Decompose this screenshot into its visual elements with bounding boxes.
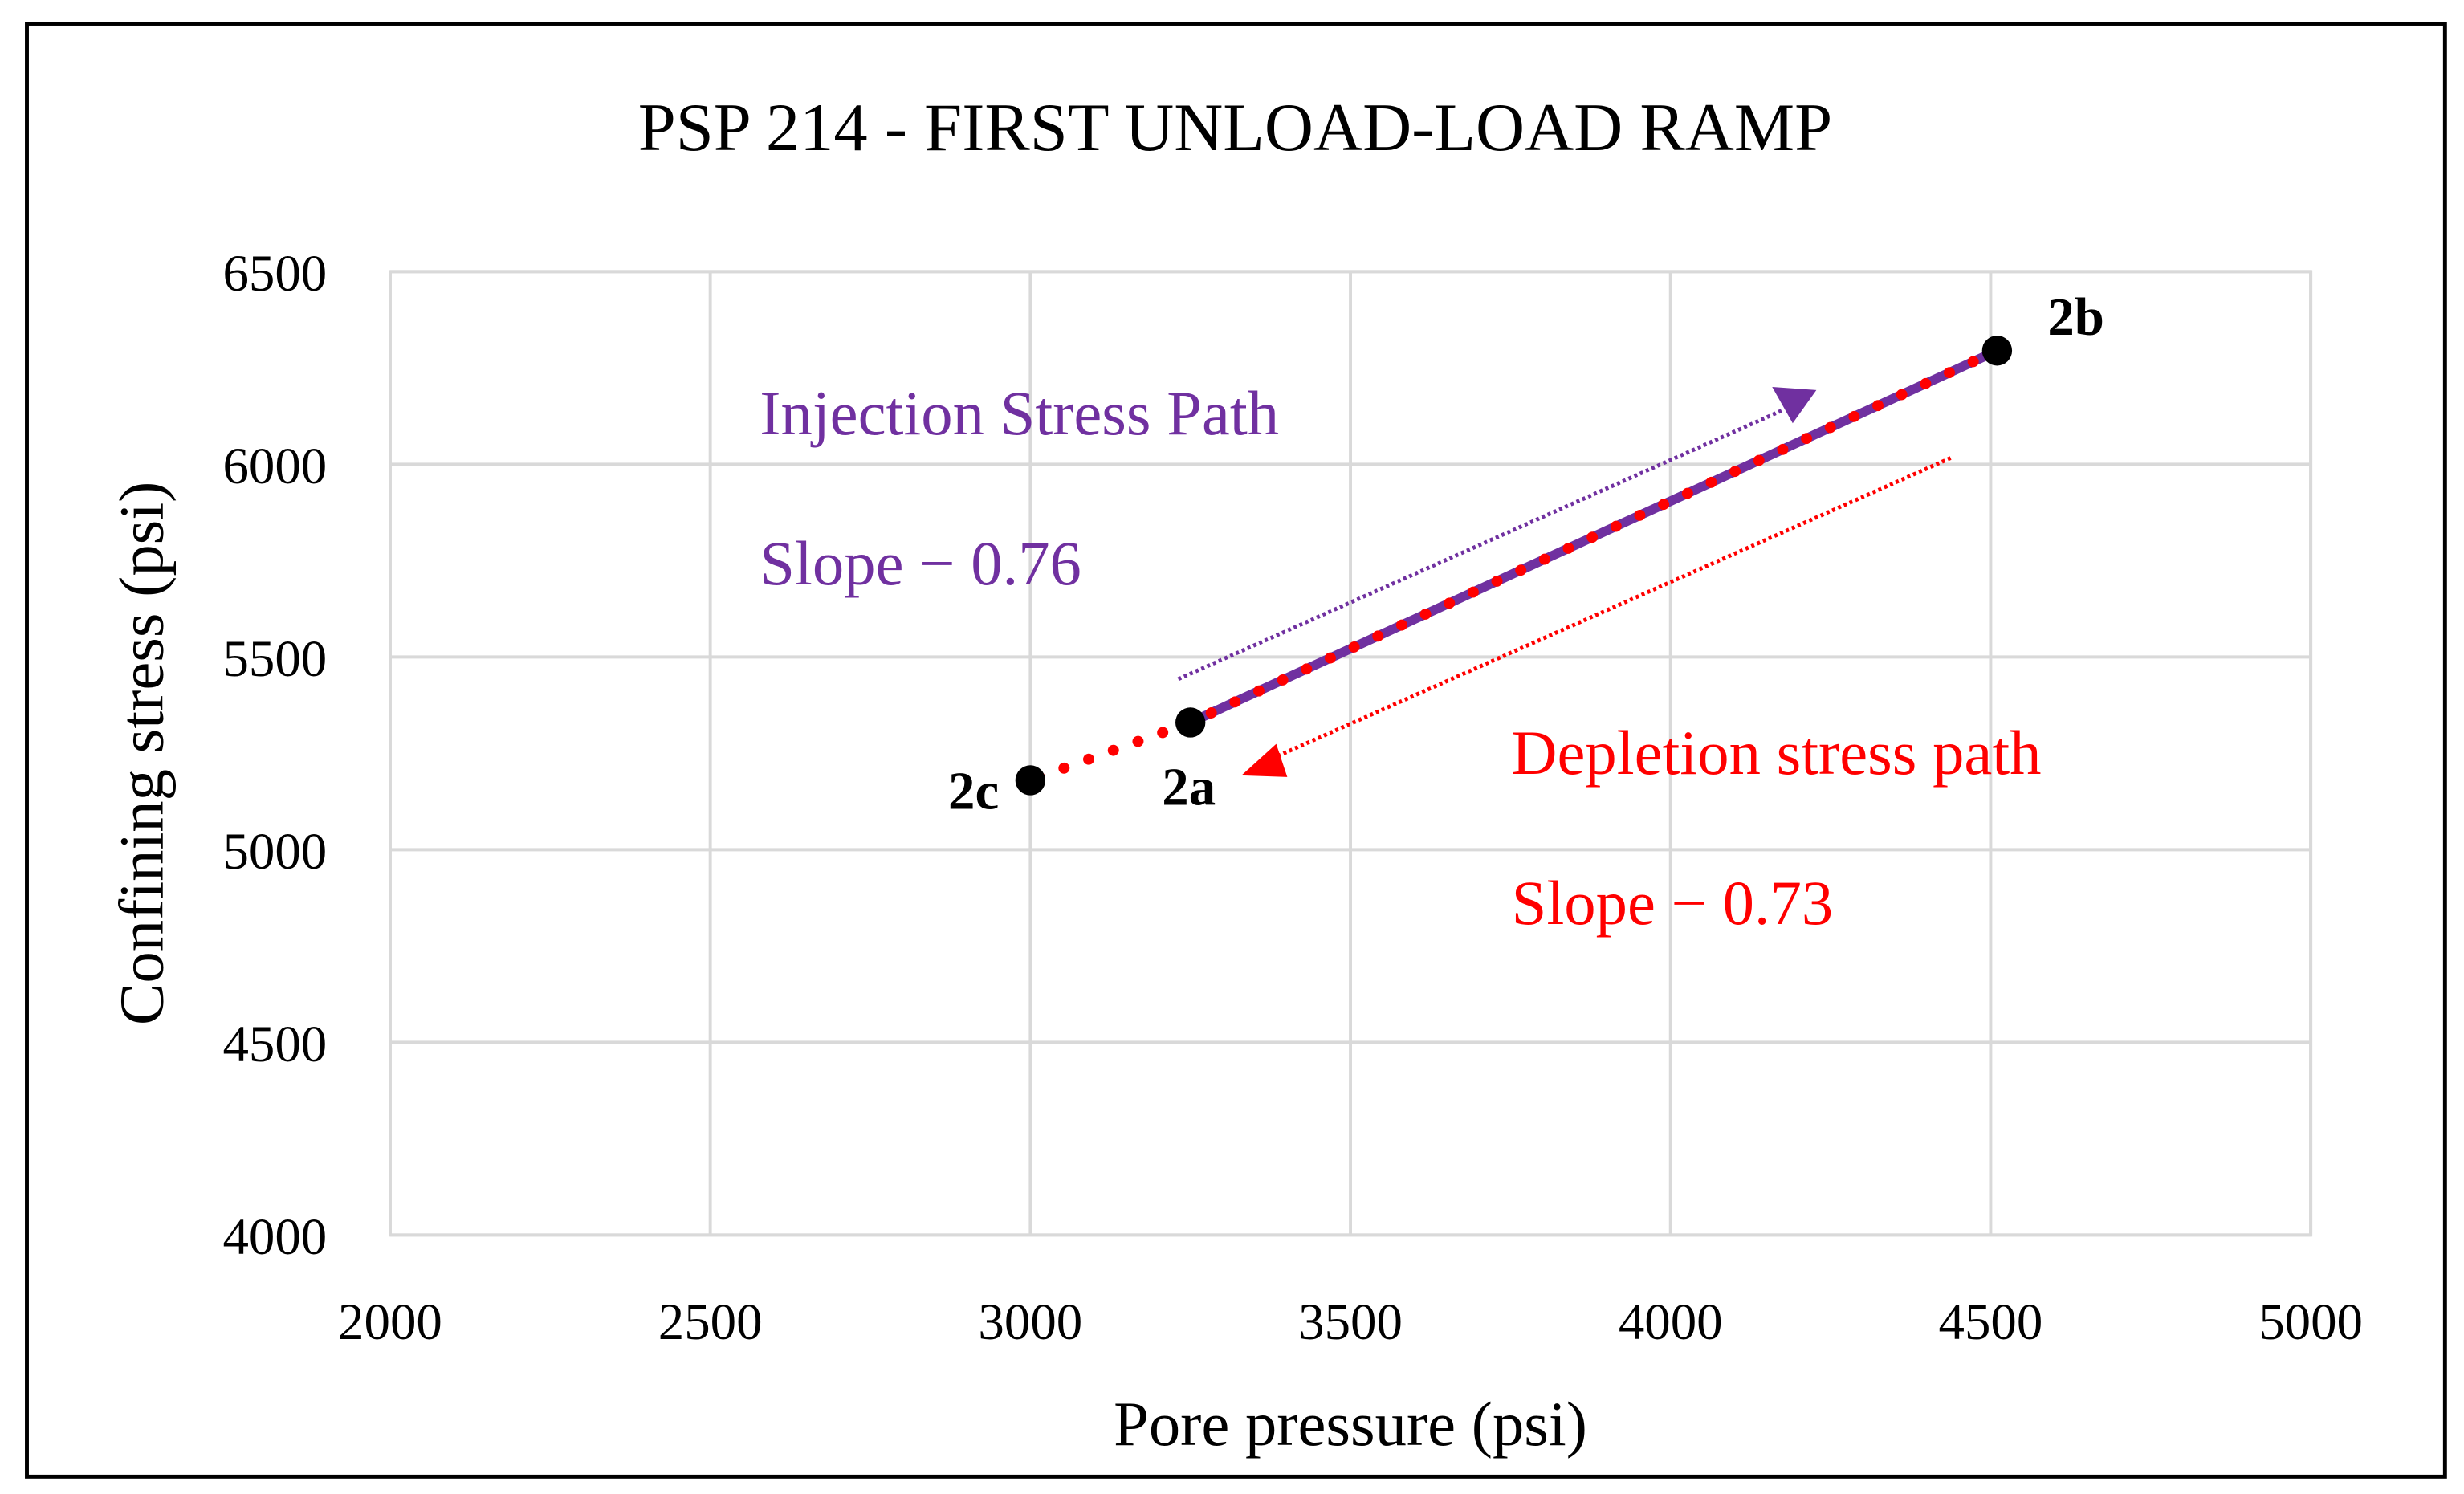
injection-arrowhead-icon: [1772, 386, 1817, 424]
x-tick-labels: 2000 2500 3000 3500 4000 4500 5000: [338, 1293, 2363, 1351]
injection-annotation-slope: Slope − 0.76: [760, 529, 1081, 599]
point-marker-2c: [1015, 765, 1046, 796]
injection-annotation-title: Injection Stress Path: [760, 379, 1279, 449]
x-tick-label: 3500: [1298, 1293, 1403, 1351]
gridlines: [388, 270, 2313, 1237]
depletion-arrowhead-icon: [1241, 743, 1288, 777]
point-label-2b: 2b: [2047, 287, 2104, 347]
x-tick-label: 4500: [1939, 1293, 2043, 1351]
point-markers: 2a 2b 2c: [948, 287, 2104, 820]
y-tick-label: 6500: [222, 245, 327, 303]
x-tick-label: 3000: [978, 1293, 1082, 1351]
point-label-2c: 2c: [948, 761, 999, 820]
y-tick-label: 5000: [222, 823, 327, 881]
x-tick-label: 4000: [1619, 1293, 1723, 1351]
chart-title: PSP 214 - FIRST UNLOAD-LOAD RAMP: [638, 91, 1832, 165]
injection-arrow-line: [1177, 409, 1783, 682]
y-tick-label: 5500: [222, 630, 327, 688]
depletion-annotation-slope: Slope − 0.73: [1512, 869, 1834, 938]
y-tick-label: 4500: [222, 1016, 327, 1073]
y-tick-labels: 4000 4500 5000 5500 6000 6500: [222, 245, 327, 1266]
y-tick-label: 4000: [222, 1208, 327, 1266]
x-tick-label: 2500: [658, 1293, 763, 1351]
point-label-2a: 2a: [1162, 757, 1216, 816]
point-marker-2b: [1981, 336, 2013, 366]
annotation-arrows: [1177, 386, 1952, 777]
y-axis-label: Confining stress (psi): [108, 482, 177, 1025]
x-axis-label: Pore pressure (psi): [1114, 1390, 1587, 1459]
depletion-annotation-title: Depletion stress path: [1512, 719, 2042, 788]
x-tick-label: 5000: [2258, 1293, 2363, 1351]
x-tick-label: 2000: [338, 1293, 442, 1351]
y-tick-label: 6000: [222, 438, 327, 495]
point-marker-2a: [1175, 707, 1206, 738]
